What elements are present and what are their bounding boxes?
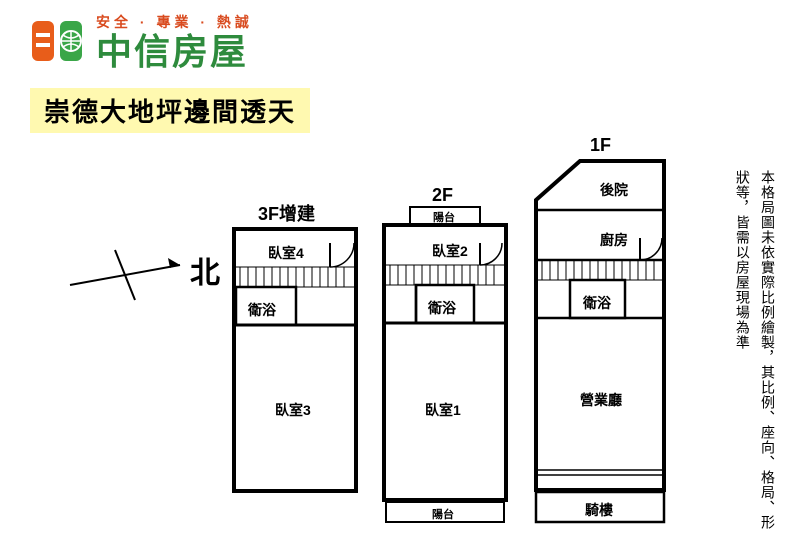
disclaimer-text: 本格局圖未依實際比例繪製，其比例、座向、格局、形狀等，皆需以房屋現場為準 xyxy=(730,170,780,530)
room-1f-shop: 營業廳 xyxy=(580,390,622,410)
floor-1f-label: 1F xyxy=(590,135,611,156)
floorplan-3f xyxy=(230,225,360,495)
room-1f-backyard: 後院 xyxy=(600,180,628,200)
floor-2f-label: 2F xyxy=(432,185,453,206)
listing-title: 崇德大地坪邊間透天 xyxy=(30,88,310,133)
floorplan-1f xyxy=(530,155,670,530)
room-1f-kitchen: 廚房 xyxy=(600,230,628,250)
floor-3f-label: 3F增建 xyxy=(258,200,315,226)
compass-north-label: 北 xyxy=(190,248,220,292)
room-2f-balcony-bot: 陽台 xyxy=(432,506,454,522)
room-1f-arcade: 騎樓 xyxy=(585,500,613,520)
brand-text: 安全 · 專業 · 熱誠 中信房屋 xyxy=(96,12,253,70)
brand-logo-icon xyxy=(30,13,86,69)
room-3f-bath: 衛浴 xyxy=(248,300,276,320)
room-2f-bed2: 臥室2 xyxy=(432,241,468,261)
brand-name: 中信房屋 xyxy=(96,34,253,70)
room-2f-bed1: 臥室1 xyxy=(425,400,461,420)
compass: 北 xyxy=(60,230,220,310)
room-3f-bed4: 臥室4 xyxy=(268,243,304,263)
room-2f-bath: 衛浴 xyxy=(428,298,456,318)
room-1f-bath: 衛浴 xyxy=(583,293,611,313)
brand-logo-block: 安全 · 專業 · 熱誠 中信房屋 xyxy=(30,12,253,70)
room-3f-bed3: 臥室3 xyxy=(275,400,311,420)
room-2f-balcony-top: 陽台 xyxy=(433,209,455,225)
brand-tagline: 安全 · 專業 · 熱誠 xyxy=(96,12,253,32)
